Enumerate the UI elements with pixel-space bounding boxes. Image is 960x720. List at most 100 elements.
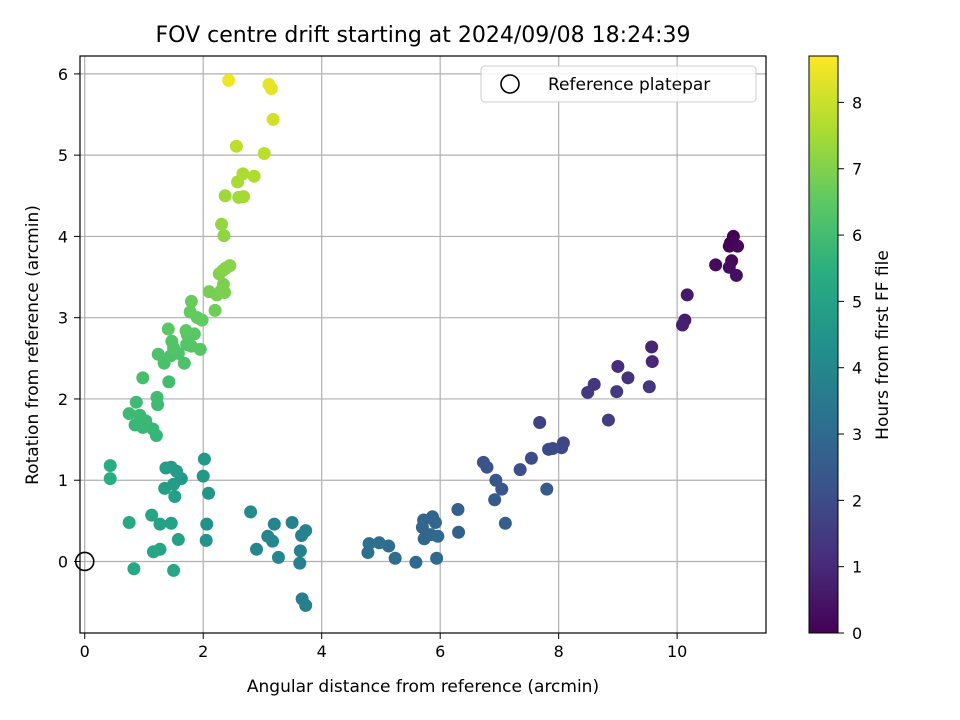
data-point (428, 515, 442, 529)
data-point (161, 322, 175, 336)
data-point (271, 550, 285, 564)
data-point (524, 451, 538, 465)
legend-marker-reference (500, 74, 520, 94)
colorbar-tick-label: 1 (852, 558, 862, 577)
y-tick-label: 6 (58, 65, 68, 84)
data-point (167, 563, 181, 577)
colorbar-tick-label: 2 (852, 491, 862, 510)
data-point (431, 529, 445, 543)
y-axis-ticks: 0 1 2 3 4 5 6 (58, 65, 80, 571)
data-point (122, 515, 136, 529)
data-point (196, 469, 210, 483)
data-point (546, 442, 560, 456)
data-point (103, 472, 117, 486)
data-point (168, 489, 182, 503)
y-tick-label: 3 (58, 309, 68, 328)
colorbar-label: Hours from first FF file (873, 250, 893, 440)
data-point (136, 371, 150, 385)
data-point (409, 555, 423, 569)
data-point (513, 463, 527, 477)
legend: Reference platepar (480, 65, 757, 103)
data-point (200, 517, 214, 531)
data-point (610, 385, 624, 399)
colorbar-gradient (808, 55, 839, 634)
legend-label-reference: Reference platepar (548, 75, 710, 95)
colorbar-tick-label: 5 (852, 292, 862, 311)
data-point (158, 481, 172, 495)
data-point (709, 258, 723, 272)
colorbar-tick-label: 4 (852, 359, 862, 378)
data-point (495, 482, 509, 496)
colorbar-tick-label: 3 (852, 425, 862, 444)
data-point (128, 418, 142, 432)
data-point (601, 413, 615, 427)
y-tick-label: 4 (58, 227, 68, 246)
chart-title: FOV centre drift starting at 2024/09/08 … (156, 23, 691, 48)
data-point (266, 112, 280, 126)
data-point (146, 545, 160, 559)
data-point (540, 482, 554, 496)
x-tick-label: 8 (554, 642, 564, 661)
data-point (129, 395, 143, 409)
data-point (237, 190, 251, 204)
data-point (645, 355, 659, 369)
colorbar-tick-label: 0 (852, 624, 862, 643)
colorbar-ticks: 0 1 2 3 4 5 6 7 8 (838, 93, 862, 643)
x-axis-label: Angular distance from reference (arcmin) (247, 677, 599, 697)
colorbar-tick-label: 6 (852, 226, 862, 245)
data-point (642, 380, 656, 394)
data-point (165, 334, 179, 348)
data-point (153, 517, 167, 531)
data-point (184, 294, 198, 308)
data-point (430, 551, 444, 565)
data-point (645, 340, 659, 354)
data-point (133, 408, 147, 422)
data-point (195, 313, 209, 327)
x-axis-ticks: 0 2 4 6 8 10 (80, 633, 687, 661)
x-tick-label: 0 (80, 642, 90, 661)
data-point (215, 217, 229, 231)
data-point (285, 515, 299, 529)
data-point (388, 551, 402, 565)
x-tick-label: 6 (435, 642, 445, 661)
data-point (680, 288, 694, 302)
data-point (103, 459, 117, 473)
colorbar-tick-label: 7 (852, 160, 862, 179)
y-tick-label: 5 (58, 146, 68, 165)
data-point (295, 592, 309, 606)
data-point (122, 407, 136, 421)
data-point (262, 77, 276, 91)
data-point (218, 189, 232, 203)
data-point (164, 516, 178, 530)
data-point (621, 371, 635, 385)
y-tick-label: 1 (58, 471, 68, 490)
data-point (293, 556, 307, 570)
data-point (361, 546, 375, 560)
data-point (177, 356, 191, 370)
data-point (244, 505, 258, 519)
data-point (127, 562, 141, 576)
data-points (103, 73, 745, 612)
data-point (236, 167, 250, 181)
data-point (217, 229, 231, 243)
data-point (145, 508, 159, 522)
data-point (299, 524, 313, 538)
data-point (480, 460, 494, 474)
data-point (171, 533, 185, 547)
data-point (488, 493, 502, 507)
data-point (202, 486, 216, 500)
y-tick-label: 0 (58, 552, 68, 571)
data-point (193, 342, 207, 356)
data-point (257, 147, 271, 161)
x-tick-label: 4 (317, 642, 327, 661)
data-point (452, 525, 466, 539)
y-axis-label: Rotation from reference (arcmin) (23, 205, 43, 485)
data-point (498, 516, 512, 530)
data-point (229, 139, 243, 153)
data-point (199, 533, 213, 547)
x-tick-label: 10 (667, 642, 687, 661)
data-point (581, 385, 595, 399)
plot-frame (79, 55, 767, 634)
x-tick-label: 2 (198, 642, 208, 661)
